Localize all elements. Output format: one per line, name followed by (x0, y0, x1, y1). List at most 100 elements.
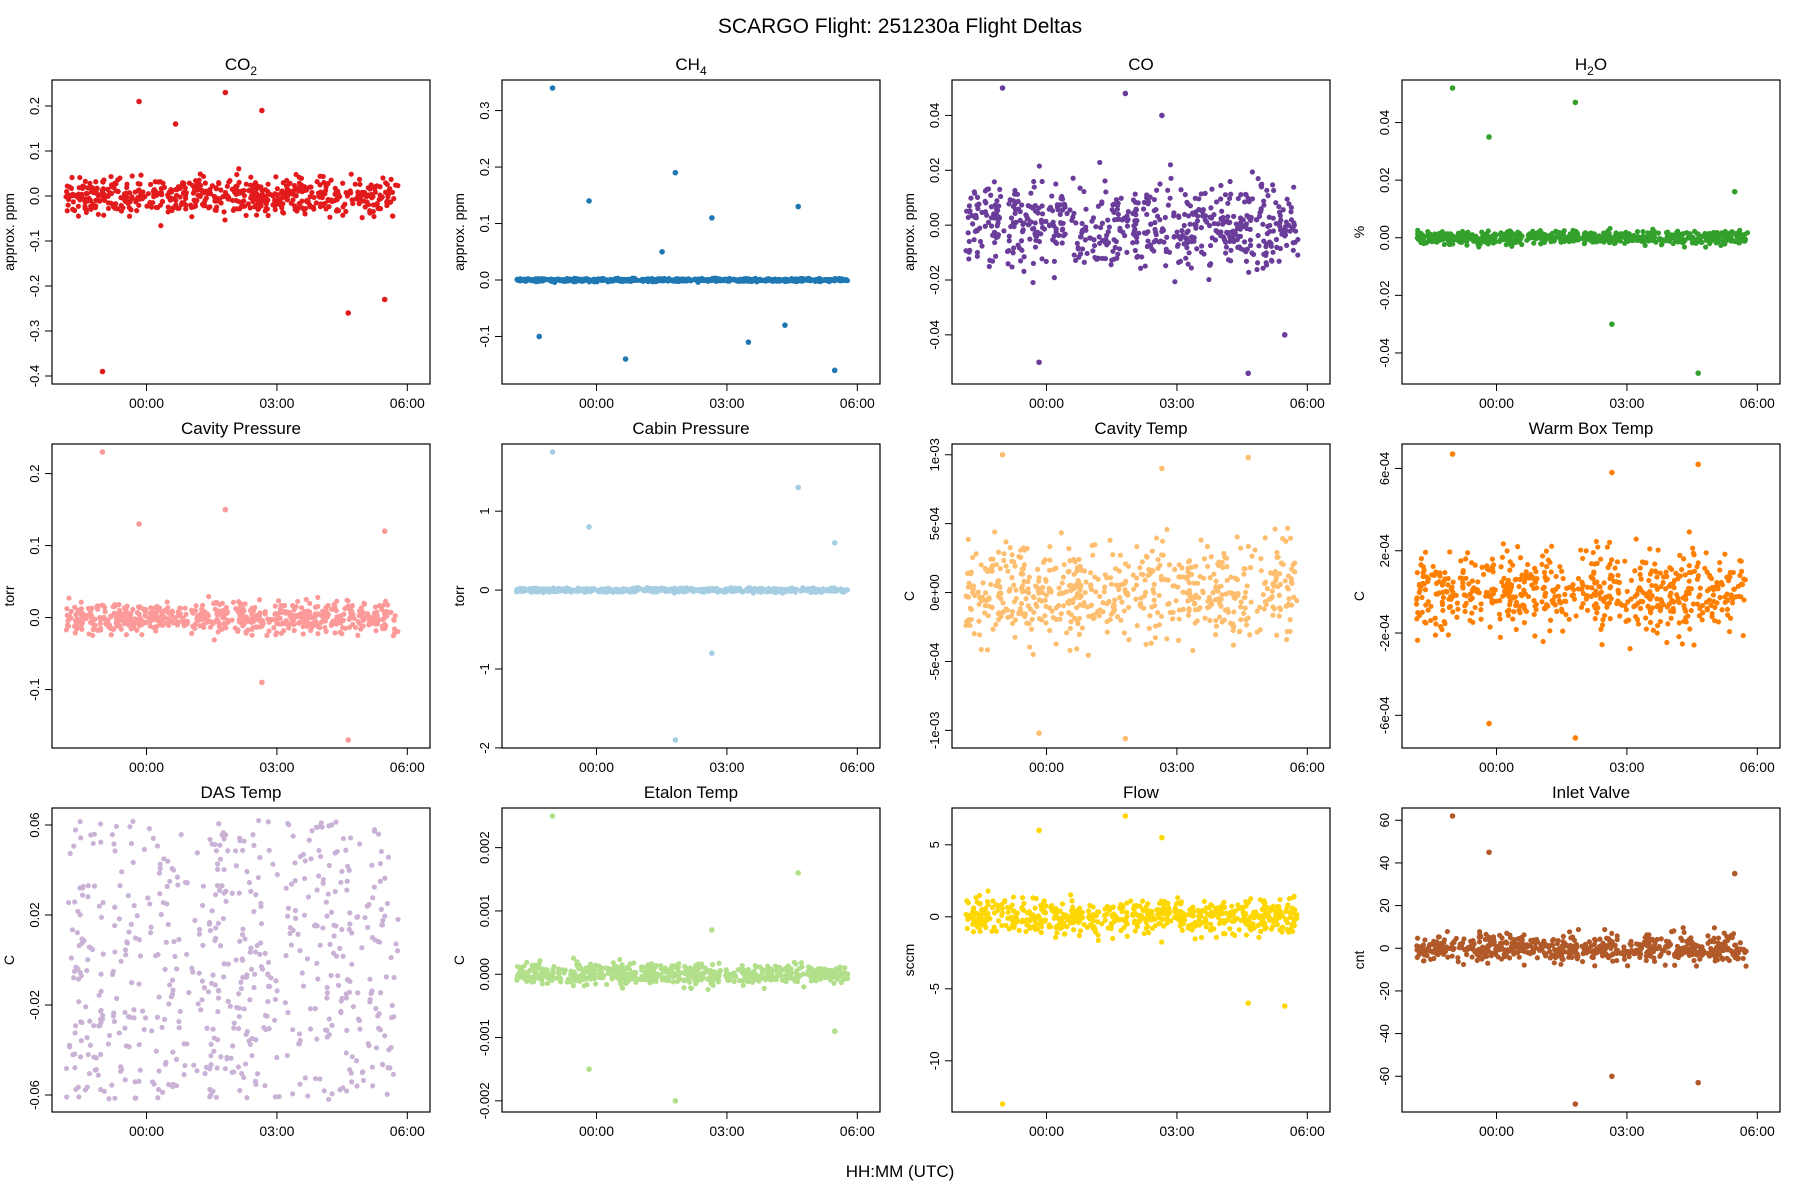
data-point (1079, 246, 1086, 252)
data-point (1640, 589, 1646, 596)
data-point (1032, 203, 1038, 209)
data-point (1147, 194, 1153, 200)
data-point (224, 610, 230, 616)
data-point (1104, 629, 1110, 635)
plot-frame (51, 443, 431, 749)
panel-title-main: H (1575, 55, 1587, 74)
data-point (1275, 583, 1281, 590)
y-axis-label: torr (451, 585, 467, 606)
data-point (972, 228, 978, 234)
data-point (1231, 609, 1237, 615)
data-point (1084, 250, 1090, 257)
data-point (968, 195, 974, 201)
data-point (1106, 224, 1113, 230)
data-point (1131, 228, 1137, 234)
data-point (1083, 579, 1089, 585)
data-point (775, 278, 781, 284)
outlier-point (222, 89, 229, 96)
y-tick-label: 1 (477, 508, 492, 515)
data-point (1062, 231, 1068, 237)
data-point (352, 181, 358, 187)
data-point (752, 278, 759, 284)
data-point (1273, 236, 1280, 243)
data-point (1043, 592, 1050, 598)
data-point (1208, 261, 1214, 267)
data-point (1230, 623, 1236, 629)
data-point (1414, 235, 1420, 241)
data-point (1019, 229, 1026, 235)
data-point (982, 590, 989, 596)
data-point (1429, 239, 1435, 245)
data-point (1061, 561, 1067, 568)
outlier-point (999, 451, 1006, 458)
data-point (248, 195, 254, 201)
data-point (1182, 192, 1188, 198)
data-point (138, 191, 144, 197)
data-point (1474, 237, 1480, 243)
outlier-point (1281, 332, 1288, 338)
data-point (1077, 185, 1083, 191)
data-point (986, 596, 992, 602)
y-tick-label: 0.1 (27, 537, 42, 555)
data-point (1076, 556, 1082, 562)
data-point (817, 276, 824, 282)
data-point (198, 612, 204, 618)
outlier-point (549, 449, 556, 455)
data-point (1694, 576, 1701, 582)
data-point (993, 582, 999, 589)
data-point (1227, 178, 1233, 185)
data-point (196, 177, 202, 183)
data-point (271, 625, 277, 631)
data-point (1185, 213, 1192, 219)
data-point (372, 604, 378, 610)
data-point (1291, 569, 1298, 575)
data-point (1026, 574, 1032, 580)
data-point (1134, 575, 1140, 581)
data-point (1204, 219, 1210, 225)
data-point (1074, 591, 1081, 597)
data-point (1485, 228, 1491, 234)
data-point (332, 630, 338, 636)
data-point (1077, 563, 1083, 569)
data-point (1246, 269, 1252, 275)
data-point (315, 631, 321, 637)
data-point (1157, 181, 1163, 187)
data-point (1291, 594, 1297, 600)
data-point (392, 630, 398, 636)
data-point (1681, 244, 1688, 250)
data-point (1020, 583, 1026, 589)
data-point (280, 201, 286, 207)
data-point (65, 196, 71, 202)
y-tick-label: 0.02 (927, 158, 942, 183)
data-point (1545, 557, 1551, 563)
data-point (1479, 229, 1485, 235)
data-point (704, 277, 710, 284)
data-point (78, 619, 84, 625)
data-point (1110, 248, 1116, 254)
data-point (1060, 603, 1067, 609)
outlier-point (709, 650, 715, 657)
data-point (1224, 563, 1230, 570)
data-point (1263, 601, 1269, 607)
data-point (1001, 551, 1007, 557)
data-point (1543, 548, 1549, 554)
data-point (222, 217, 228, 223)
data-point (249, 626, 255, 632)
data-point (663, 587, 669, 594)
data-point (1592, 580, 1598, 586)
data-point (1415, 227, 1421, 233)
data-point (538, 277, 544, 283)
data-point (1186, 606, 1192, 612)
data-point (1238, 599, 1244, 605)
data-point (978, 646, 984, 653)
panel-title-main: CO (225, 55, 251, 74)
data-point (1212, 237, 1219, 243)
data-point (1521, 620, 1528, 626)
data-point (1080, 227, 1087, 233)
data-point (1187, 591, 1193, 597)
data-point (1012, 191, 1018, 197)
data-point (1141, 199, 1147, 206)
data-point (1699, 233, 1705, 239)
data-point (1280, 229, 1286, 235)
data-point (1151, 597, 1157, 603)
